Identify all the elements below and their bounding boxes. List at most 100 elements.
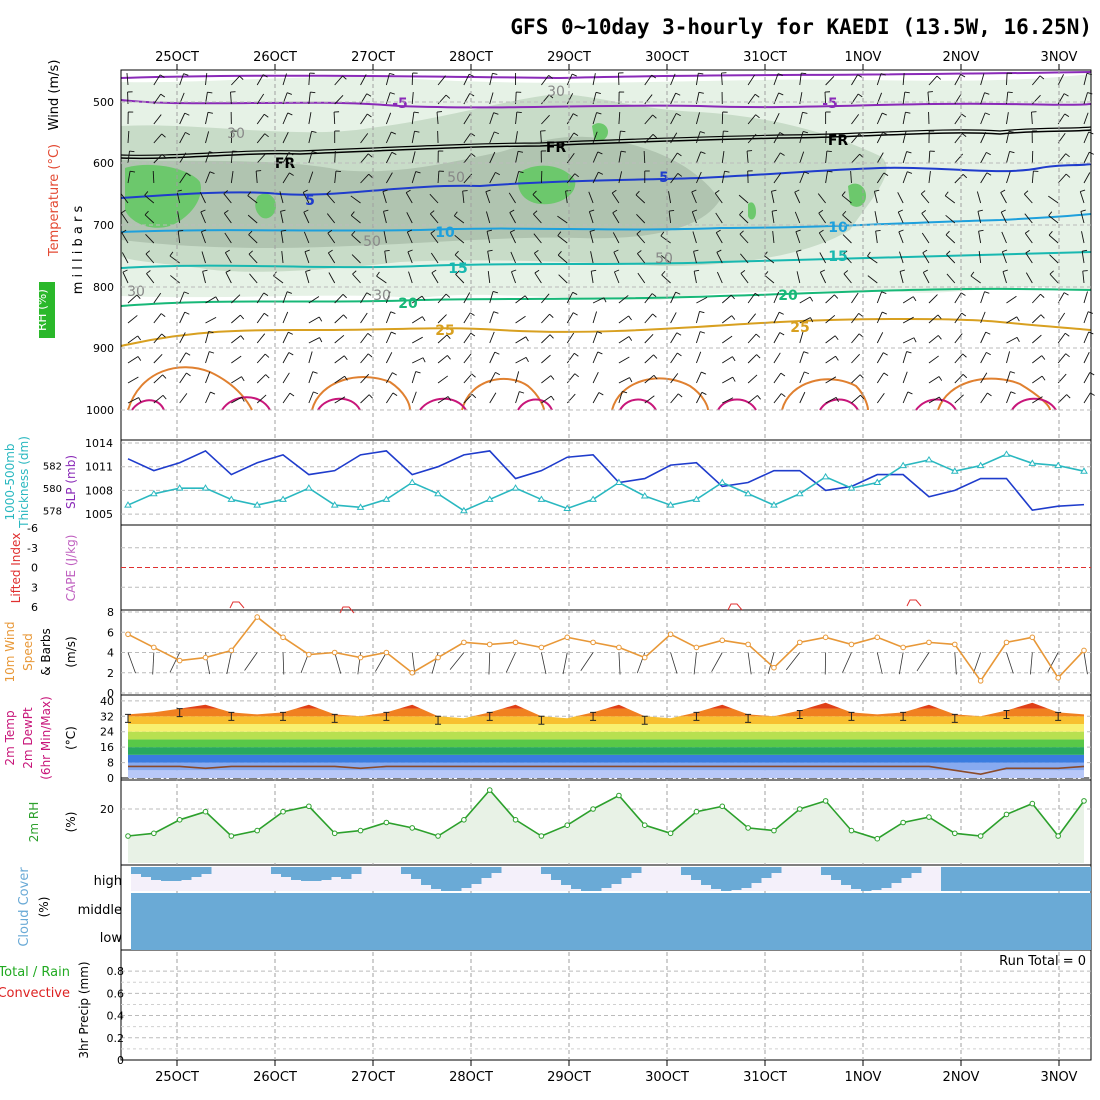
thickness-line-point	[692, 495, 701, 502]
wind-barb-feather	[818, 209, 824, 214]
wind-barb	[120, 193, 129, 204]
wind-barb-feather	[414, 130, 420, 133]
wind-barb	[334, 396, 346, 404]
slp-tick-label: 1011	[85, 461, 113, 474]
wind-barb	[486, 231, 491, 244]
wind-barb	[618, 171, 623, 184]
bottom-date-label: 30OCT	[645, 1070, 689, 1085]
wind-barb	[670, 92, 677, 105]
pressure-tick-label: 800	[93, 281, 114, 294]
wind-barb	[590, 251, 594, 264]
wind-barb	[454, 254, 465, 264]
wind-barb-feather	[913, 337, 917, 343]
wind-barb-feather	[136, 294, 141, 299]
wind-barb-feather	[653, 374, 658, 380]
wind-barb-feather	[430, 210, 435, 215]
wind-barb	[489, 311, 495, 324]
cloud-high-bar	[311, 867, 322, 881]
cloud-high-bar	[691, 867, 702, 880]
wind-barb	[670, 352, 678, 364]
wind10-line-point	[564, 634, 571, 641]
wind-barb	[429, 213, 439, 224]
wind-barb	[1000, 192, 1007, 204]
wind-barb-feather	[319, 337, 323, 343]
wind-barb	[1001, 251, 1007, 264]
wind-barb-feather	[1010, 371, 1016, 374]
wind-barb	[509, 212, 516, 224]
thickness-line-point	[795, 489, 804, 497]
wind-barb	[308, 131, 313, 144]
wind-barb	[1083, 372, 1091, 384]
wind-barb	[385, 331, 392, 344]
temp-minmax-bar	[280, 711, 287, 721]
wind-barb	[668, 211, 672, 224]
wind-barb	[825, 151, 828, 164]
wind-barb	[897, 192, 904, 204]
wind-barb	[489, 351, 496, 364]
wind-barb	[489, 112, 495, 125]
wind-barb-feather	[693, 249, 699, 252]
wind-barb	[660, 255, 671, 264]
wind10-line-point	[693, 644, 700, 651]
wind-barb-feather	[176, 189, 182, 192]
wind-barb	[980, 392, 988, 404]
wind-barb	[618, 391, 623, 404]
thickness-line-point	[330, 501, 339, 508]
wind-barb	[722, 335, 733, 344]
top-date-label: 30OCT	[645, 50, 689, 65]
wind-barb-feather	[820, 269, 826, 273]
wind-barb-feather	[573, 312, 578, 316]
wind-barb	[487, 251, 491, 264]
wind-barb-feather	[303, 189, 308, 193]
temp-band	[121, 693, 1091, 701]
wind-barb-feather	[778, 92, 784, 96]
wind10-line-point	[512, 639, 519, 646]
bottom-date-label: 3NOV	[1041, 1070, 1078, 1085]
wind10-barb	[505, 652, 516, 673]
wind-barb-feather	[802, 131, 809, 134]
contour-label: 5	[659, 170, 669, 186]
wind-barb	[326, 213, 336, 224]
wind-barb	[247, 195, 258, 204]
wind10-barb	[1083, 652, 1088, 675]
wind-barb	[308, 112, 312, 125]
rh-fill-green-e	[848, 183, 866, 207]
rh2m-line-point	[435, 833, 441, 839]
wind-barb	[532, 194, 542, 204]
wind-barb	[772, 231, 775, 244]
wind-barb	[643, 150, 646, 164]
wind-barb	[176, 191, 181, 204]
wind-barb-feather	[987, 392, 992, 397]
thickness-line-point	[589, 495, 597, 502]
wind-barb	[644, 334, 654, 344]
temp-minmax-bar	[435, 715, 442, 725]
wind-barb	[127, 294, 138, 304]
wind-barb	[385, 372, 393, 384]
rh2m-line-point	[202, 808, 209, 815]
wind-barb-feather	[303, 209, 309, 213]
wind-barb-feather	[524, 295, 529, 301]
wind-barb-feather	[841, 191, 846, 196]
temp-band	[128, 716, 1084, 724]
wind-barb	[326, 193, 336, 204]
wind-barb	[637, 272, 646, 284]
wind-barb	[773, 312, 780, 324]
wind-barb-feather	[160, 313, 166, 317]
wind-barb-feather	[777, 73, 783, 76]
wind-barb-feather	[327, 229, 333, 234]
wind-barb	[360, 333, 369, 344]
wind10-barb	[954, 652, 957, 675]
bottom-date-label: 28OCT	[449, 1070, 493, 1085]
cloud-high-bar	[441, 867, 452, 891]
thickness-tick-label: 582	[43, 462, 62, 473]
cloud-high-bar	[141, 867, 152, 877]
wind-barb-feather	[984, 291, 990, 294]
wind-barb-feather	[795, 229, 801, 233]
wind-barb	[693, 271, 697, 284]
wind-barb	[454, 234, 465, 244]
wind-barb	[980, 131, 987, 144]
wind-barb	[205, 296, 217, 304]
wind10-line-point	[590, 639, 596, 646]
panel-frames	[120, 69, 1092, 1061]
